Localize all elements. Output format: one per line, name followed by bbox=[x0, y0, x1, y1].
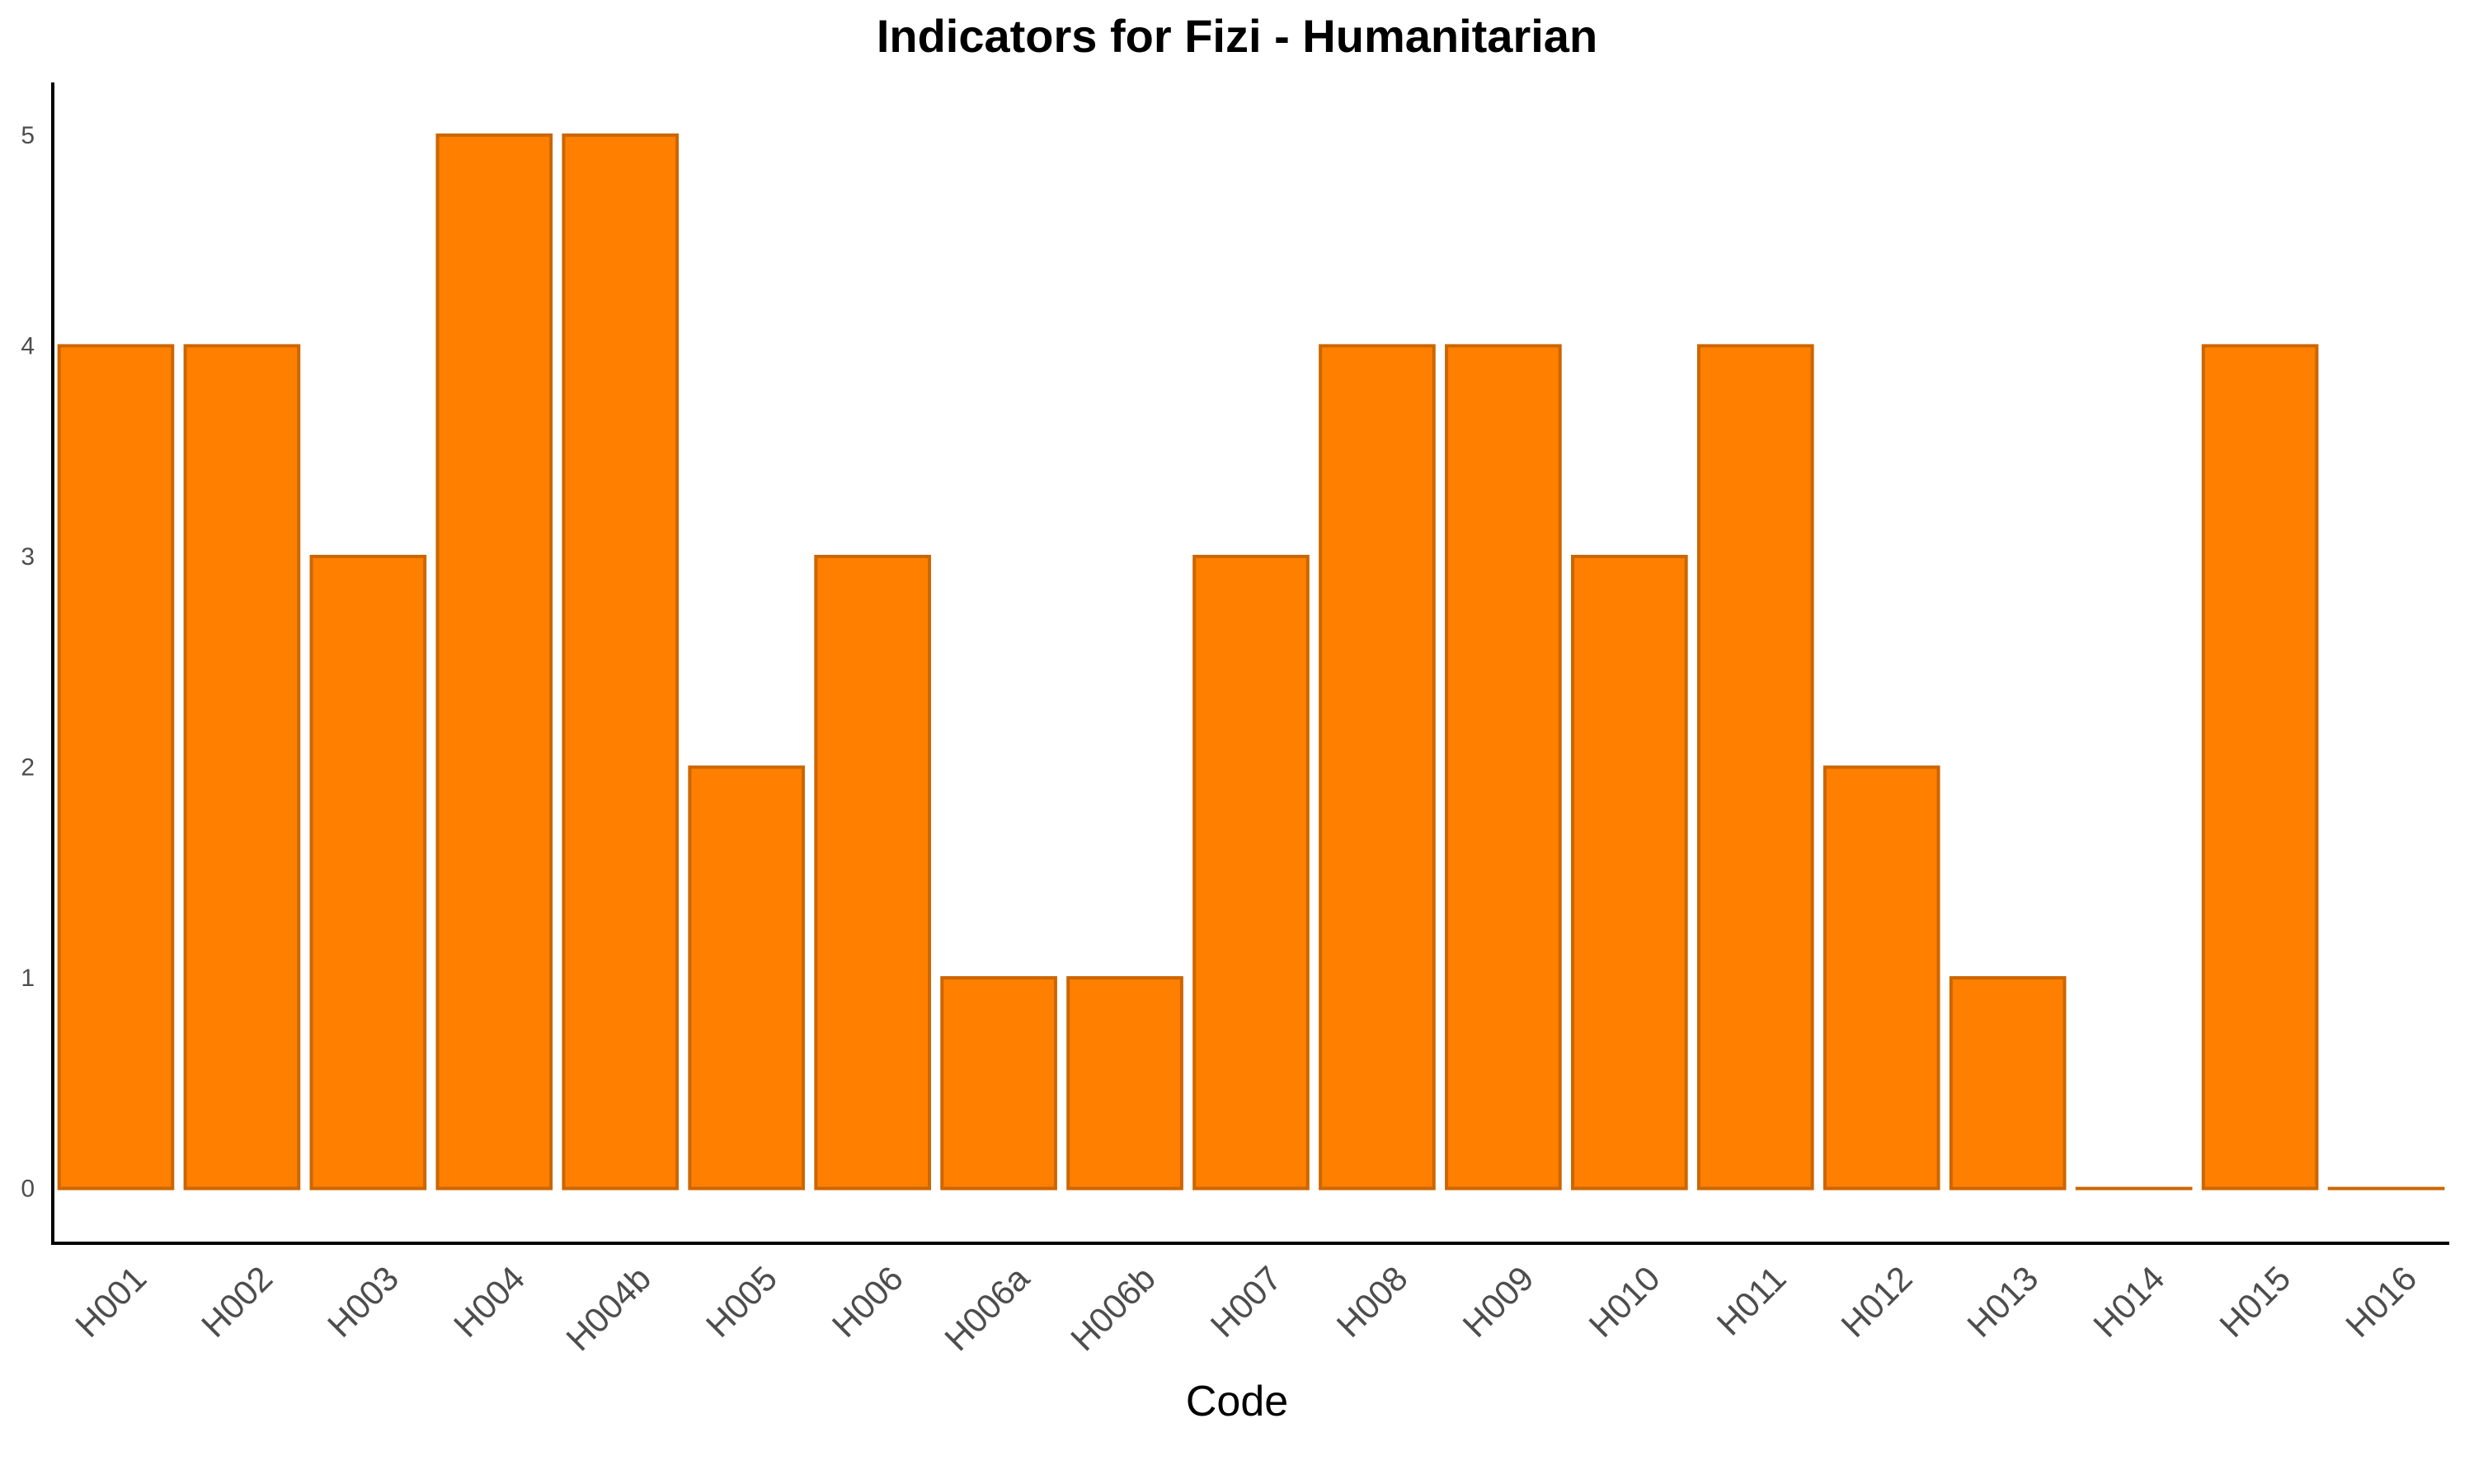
x-tick-label: H004 bbox=[446, 1259, 532, 1345]
x-tick-label: H007 bbox=[1203, 1259, 1289, 1345]
bar-H006 bbox=[814, 554, 931, 1190]
y-tick-label: 3 bbox=[21, 543, 35, 571]
bar-H004b bbox=[562, 133, 680, 1190]
x-tick-label: H006a bbox=[937, 1258, 1037, 1358]
bar-H002 bbox=[183, 344, 301, 1190]
x-tick-label: H004b bbox=[558, 1259, 658, 1359]
x-tick-label: H014 bbox=[2086, 1259, 2171, 1345]
y-tick-label: 4 bbox=[21, 332, 35, 359]
x-tick-label: H009 bbox=[1456, 1259, 1541, 1345]
x-tick-label: H016 bbox=[2338, 1259, 2424, 1345]
bar-H009 bbox=[1445, 344, 1562, 1190]
bar-H005 bbox=[688, 765, 806, 1190]
x-tick-label: H001 bbox=[68, 1259, 153, 1345]
y-tick-label: 2 bbox=[21, 754, 35, 781]
x-tick-label: H006 bbox=[825, 1259, 910, 1345]
y-tick-label: 0 bbox=[21, 1176, 35, 1203]
bar-H013 bbox=[1949, 976, 2067, 1190]
x-tick-label: H015 bbox=[2212, 1259, 2298, 1345]
chart-title: Indicators for Fizi - Humanitarian bbox=[876, 10, 1598, 62]
x-tick-label: H012 bbox=[1833, 1259, 1919, 1345]
bar-H011 bbox=[1696, 344, 1814, 1190]
bar-H004 bbox=[435, 133, 553, 1190]
y-tick-label: 1 bbox=[21, 965, 35, 992]
bar-H008 bbox=[1319, 344, 1436, 1190]
x-ticks-layer: H001 H002 H003 H004 H004b H005 H006 H006a H006b H… bbox=[68, 1258, 2424, 1358]
y-tick-label: 5 bbox=[21, 122, 35, 149]
x-tick-label: H005 bbox=[698, 1259, 784, 1345]
bar-H012 bbox=[1823, 765, 1940, 1190]
bar-H006a bbox=[940, 976, 1057, 1190]
x-axis-label: Code bbox=[1185, 1378, 1289, 1425]
bar-H015 bbox=[2201, 344, 2319, 1190]
bar-H003 bbox=[309, 554, 427, 1190]
x-tick-label: H002 bbox=[194, 1259, 280, 1345]
x-tick-label: H010 bbox=[1581, 1259, 1667, 1345]
bar-H006b bbox=[1066, 976, 1183, 1190]
x-tick-label: H008 bbox=[1329, 1259, 1415, 1345]
x-tick-label: H003 bbox=[320, 1259, 406, 1345]
bar-H010 bbox=[1571, 554, 1688, 1190]
x-tick-label: H006b bbox=[1063, 1259, 1163, 1359]
y-ticks-layer: 0 1 2 3 4 5 bbox=[21, 122, 35, 1203]
bar-H007 bbox=[1192, 554, 1310, 1190]
bar-H001 bbox=[57, 344, 175, 1190]
bars-layer bbox=[57, 133, 2445, 1190]
x-tick-label: H011 bbox=[1710, 1259, 1794, 1343]
x-tick-label: H013 bbox=[1959, 1259, 2045, 1345]
